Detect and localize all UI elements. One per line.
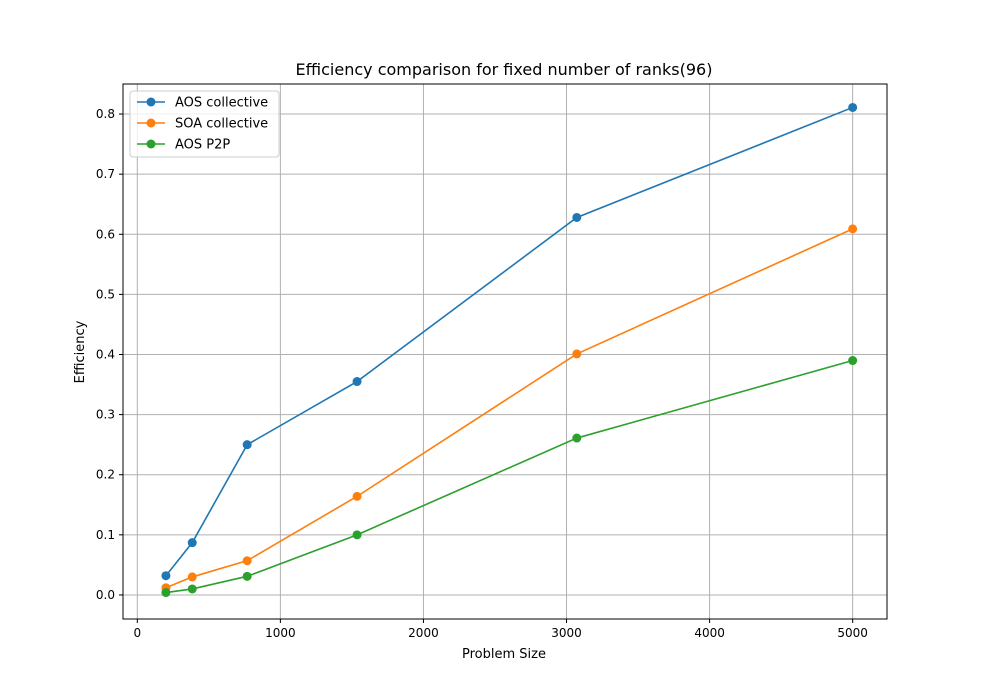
y-tick-label: 0.7 [96,167,115,181]
legend-box [129,90,280,158]
grid-lines [123,84,887,619]
data-point-soa-collective [572,349,582,359]
y-tick-label: 0.1 [96,528,115,542]
data-point-aos-p2p [161,588,171,598]
legend-swatch-marker-soa-collective [146,118,156,128]
chart-title: Efficiency comparison for fixed number o… [296,60,713,79]
y-tick-label: 0.5 [96,287,115,301]
legend-label-soa-collective: SOA collective [175,117,268,132]
data-point-soa-collective [242,556,252,566]
y-tick-label: 0.6 [96,227,115,241]
plot-frame [122,83,888,620]
legend: AOS collective SOA collective AOS P2P [129,90,280,158]
data-point-aos-collective [187,538,197,548]
x-tick-label: 0 [133,626,141,640]
data-point-aos-p2p [572,433,582,443]
data-point-aos-collective [242,440,252,450]
x-tick-label: 3000 [551,626,582,640]
data-point-aos-collective [352,377,362,387]
legend-label-aos-p2p: AOS P2P [175,138,230,153]
y-tick-label: 0.0 [96,588,115,602]
data-point-aos-collective [848,102,858,112]
legend-swatch-marker-aos-p2p [146,139,156,149]
x-tick-label: 4000 [694,626,725,640]
axis-ticks: 0 1000 2000 3000 4000 5000 0.0 0.1 0.2 0.3 0.4 0.5 0… [96,107,868,640]
data-point-aos-p2p [848,356,858,366]
y-tick-label: 0.8 [96,107,115,121]
data-point-soa-collective [187,572,197,582]
series-line-aos-collective [165,106,853,577]
data-point-aos-p2p [242,571,252,581]
data-point-aos-p2p [187,584,197,594]
y-tick-label: 0.3 [96,408,115,422]
data-point-soa-collective [848,224,858,234]
y-tick-label: 0.2 [96,468,115,482]
x-tick-label: 5000 [837,626,868,640]
legend-swatch-marker-aos-collective [146,97,156,107]
series-layer [161,102,858,598]
data-point-aos-collective [572,212,582,222]
x-axis-label: Problem Size [462,647,546,662]
x-tick-label: 1000 [265,626,296,640]
y-axis-label: Efficiency [73,320,88,383]
data-point-soa-collective [352,491,362,501]
legend-label-aos-collective: AOS collective [175,96,268,111]
x-tick-label: 2000 [408,626,439,640]
data-point-aos-p2p [352,530,362,540]
series-line-soa-collective [165,228,853,589]
y-tick-label: 0.4 [96,348,115,362]
data-point-aos-collective [161,571,171,581]
